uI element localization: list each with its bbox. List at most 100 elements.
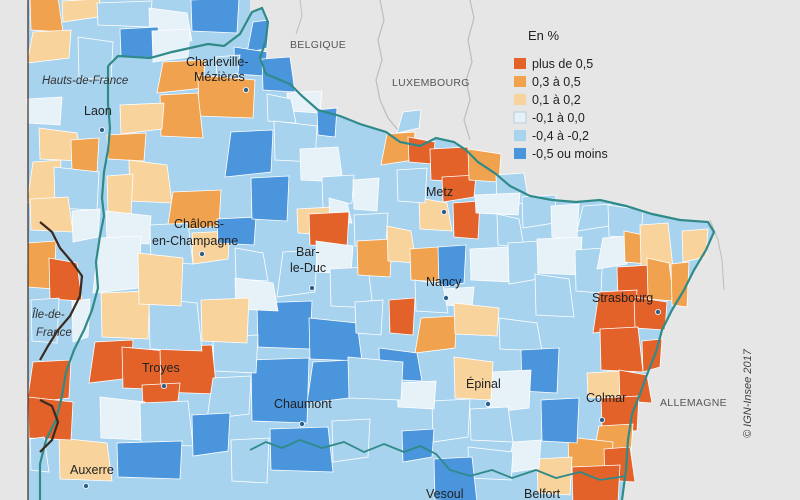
commune-cell <box>191 412 231 457</box>
commune-cell <box>433 456 478 500</box>
city-dot <box>298 420 305 427</box>
commune-cell <box>206 375 252 420</box>
commune-cell <box>250 175 290 222</box>
commune-cell <box>30 297 60 344</box>
belgium-border <box>295 0 303 35</box>
commune-cell <box>200 297 250 344</box>
commune-cell <box>190 0 240 34</box>
city-label-charleville-2: Mézières <box>194 70 245 84</box>
commune-cell <box>308 317 363 362</box>
city-label-troyes: Troyes <box>142 361 180 375</box>
country-label-luxembourg: LUXEMBOURG <box>392 77 470 89</box>
city-label-belfort: Belfort <box>524 487 561 500</box>
commune-cell <box>453 302 500 337</box>
legend-label-m0-1-a-0-0: -0,1 à 0,0 <box>532 111 585 125</box>
commune-cell <box>396 380 437 410</box>
belgium-luxembourg-border <box>375 0 399 131</box>
commune-cell <box>388 297 416 336</box>
commune-cell <box>596 235 630 270</box>
region-border-south <box>249 439 627 481</box>
commune-cell <box>316 107 338 138</box>
commune-cell <box>540 397 580 444</box>
commune-cell <box>119 102 165 135</box>
commune-cell <box>29 196 74 233</box>
commune-cell <box>58 437 113 482</box>
commune-cell <box>356 238 393 278</box>
commune-cell <box>474 192 521 216</box>
region-label-ile-de-france-1: Île-de- <box>32 308 65 321</box>
city-label-charleville-1: Charleville- <box>186 55 249 69</box>
commune-cell <box>215 54 241 79</box>
commune-cell <box>431 398 471 443</box>
legend-label-0-3-a-0-5: 0,3 à 0,5 <box>532 75 581 89</box>
city-dot <box>198 250 205 257</box>
commune-cell <box>534 273 575 318</box>
commune-cell <box>681 228 709 263</box>
city-dot <box>99 127 106 134</box>
commune-cell <box>48 257 83 302</box>
city-dot <box>242 87 249 94</box>
commune-cell <box>633 296 668 331</box>
commune-cell <box>347 356 404 401</box>
commune-cell <box>77 36 114 81</box>
legend-swatch-m0-5-ou-moins <box>514 148 526 159</box>
commune-cell <box>414 279 449 314</box>
city-dot <box>440 208 447 215</box>
legend-swatch-m0-4-a-m0-2 <box>514 130 526 141</box>
city-label-strasbourg: Strasbourg <box>592 291 653 305</box>
legend-label-m0-5-ou-moins: -0,5 ou moins <box>532 147 608 161</box>
ile-de-france-border <box>39 221 84 361</box>
commune-cell <box>230 437 270 484</box>
commune-cell <box>574 247 604 294</box>
commune-cell <box>354 299 384 336</box>
commune-cell <box>331 418 371 463</box>
city-label-bar-le-duc-2: le-Duc <box>290 261 326 275</box>
commune-cell <box>99 396 146 441</box>
commune-cell <box>70 137 100 174</box>
commune-cell <box>441 174 477 203</box>
legend-swatch-m0-1-a-0-0 <box>513 111 527 124</box>
commune-cell <box>224 129 274 178</box>
commune-cell <box>29 0 64 33</box>
commune-cell <box>71 298 91 343</box>
commune-cell <box>418 197 453 232</box>
commune-cell <box>106 173 134 216</box>
commune-cell <box>401 428 435 463</box>
commune-cell <box>106 132 147 162</box>
commune-cells <box>26 0 709 500</box>
city-dot <box>599 416 606 423</box>
legend-swatch-plus-de-0-5 <box>514 58 526 69</box>
commune-cell <box>92 235 142 294</box>
commune-cell <box>266 93 297 124</box>
city-label-nancy: Nancy <box>426 275 462 289</box>
commune-cell <box>71 208 101 243</box>
legend-title: En % <box>528 28 560 43</box>
city-label-bar-le-duc-1: Bar- <box>296 245 320 259</box>
city-label-chalons-2: en-Champagne <box>152 234 238 248</box>
commune-cell <box>26 359 72 404</box>
region-label-ile-de-france-2: France <box>36 327 72 339</box>
commune-cell <box>618 369 653 404</box>
legend-label-plus-de-0-5: plus de 0,5 <box>532 57 593 71</box>
legend: En % plus de 0,5 0,3 à 0,5 0,1 à 0,2 -0,… <box>513 28 608 161</box>
commune-cell <box>536 456 573 496</box>
commune-cell <box>550 203 580 240</box>
commune-cell <box>453 356 494 401</box>
city-dot <box>655 308 662 315</box>
commune-cell <box>26 29 72 64</box>
city-dot <box>442 294 449 301</box>
commune-cell <box>498 317 543 352</box>
region-border-north-east <box>107 6 716 500</box>
commune-cell <box>159 92 204 139</box>
city-label-vesoul: Vesoul <box>426 487 464 500</box>
commune-cell <box>116 440 183 480</box>
commune-cell <box>571 464 621 500</box>
commune-cell <box>250 357 310 424</box>
city-label-epinal: Épinal <box>466 376 501 391</box>
commune-cell <box>27 396 74 441</box>
region-label-hauts-de-france: Hauts-de-France <box>42 75 128 87</box>
commune-cell <box>396 109 422 134</box>
city-label-colmar: Colmar <box>586 391 626 405</box>
